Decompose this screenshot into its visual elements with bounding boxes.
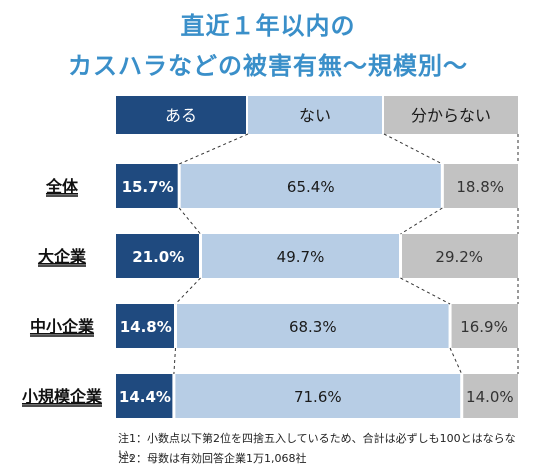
legend-label-1: ある: [165, 106, 197, 125]
bar-4-1: [116, 374, 173, 418]
legend-label-3: 分からない: [411, 106, 491, 125]
bar-3-2: [176, 304, 449, 348]
data-label-1-3: 18.8%: [456, 178, 504, 196]
legend-swatch-1: [116, 96, 246, 134]
footnote-1: 注1：小数点以下第2位を四捨五入しているため、合計は必ずしも100とはならない。: [118, 432, 516, 461]
bar-4-2: [175, 374, 461, 418]
legend-swatch-3: [384, 96, 518, 134]
bar-2-3: [401, 234, 518, 278]
data-label-2-1: 21.0%: [132, 248, 184, 266]
connector-line-3-left: [175, 277, 201, 305]
category-label-3: 中小企業: [30, 317, 95, 336]
connector-line-2-mid: [400, 207, 443, 235]
bar-1-1: [116, 164, 178, 208]
footnote-2: 注2：母数は有効回答企業1万1,068社: [118, 452, 307, 465]
category-label-1: 全体: [45, 177, 79, 196]
data-label-3-3: 16.9%: [460, 318, 508, 336]
bar-2-2: [202, 234, 399, 278]
chart-title-line2: カスハラなどの被害有無～規模別～: [68, 52, 468, 80]
legend-swatch-2: [248, 96, 382, 134]
connector-line-1-mid: [383, 133, 443, 165]
bar-1-2: [180, 164, 441, 208]
data-label-1-1: 15.7%: [122, 178, 174, 196]
connector-line-4-mid: [449, 347, 463, 375]
data-label-4-2: 71.6%: [294, 388, 342, 406]
connector-line-1-left: [178, 133, 249, 165]
data-label-2-2: 49.7%: [277, 248, 325, 266]
bar-2-1: [116, 234, 200, 278]
legend-label-2: ない: [299, 106, 331, 125]
data-label-1-2: 65.4%: [287, 178, 335, 196]
connector-line-4-left: [173, 347, 176, 375]
data-label-4-1: 14.4%: [119, 388, 171, 406]
bar-3-1: [116, 304, 174, 348]
bar-1-3: [443, 164, 518, 208]
bar-3-3: [451, 304, 518, 348]
bar-4-3: [463, 374, 518, 418]
data-label-2-3: 29.2%: [435, 248, 483, 266]
data-label-3-1: 14.8%: [120, 318, 172, 336]
category-label-2: 大企業: [38, 247, 87, 266]
connector-line-2-left: [178, 207, 201, 235]
data-label-3-2: 68.3%: [289, 318, 337, 336]
chart-title-line1: 直近１年以内の: [180, 12, 356, 40]
category-label-4: 小規模企業: [22, 387, 103, 406]
data-label-4-3: 14.0%: [466, 388, 514, 406]
connector-line-3-mid: [400, 277, 451, 305]
